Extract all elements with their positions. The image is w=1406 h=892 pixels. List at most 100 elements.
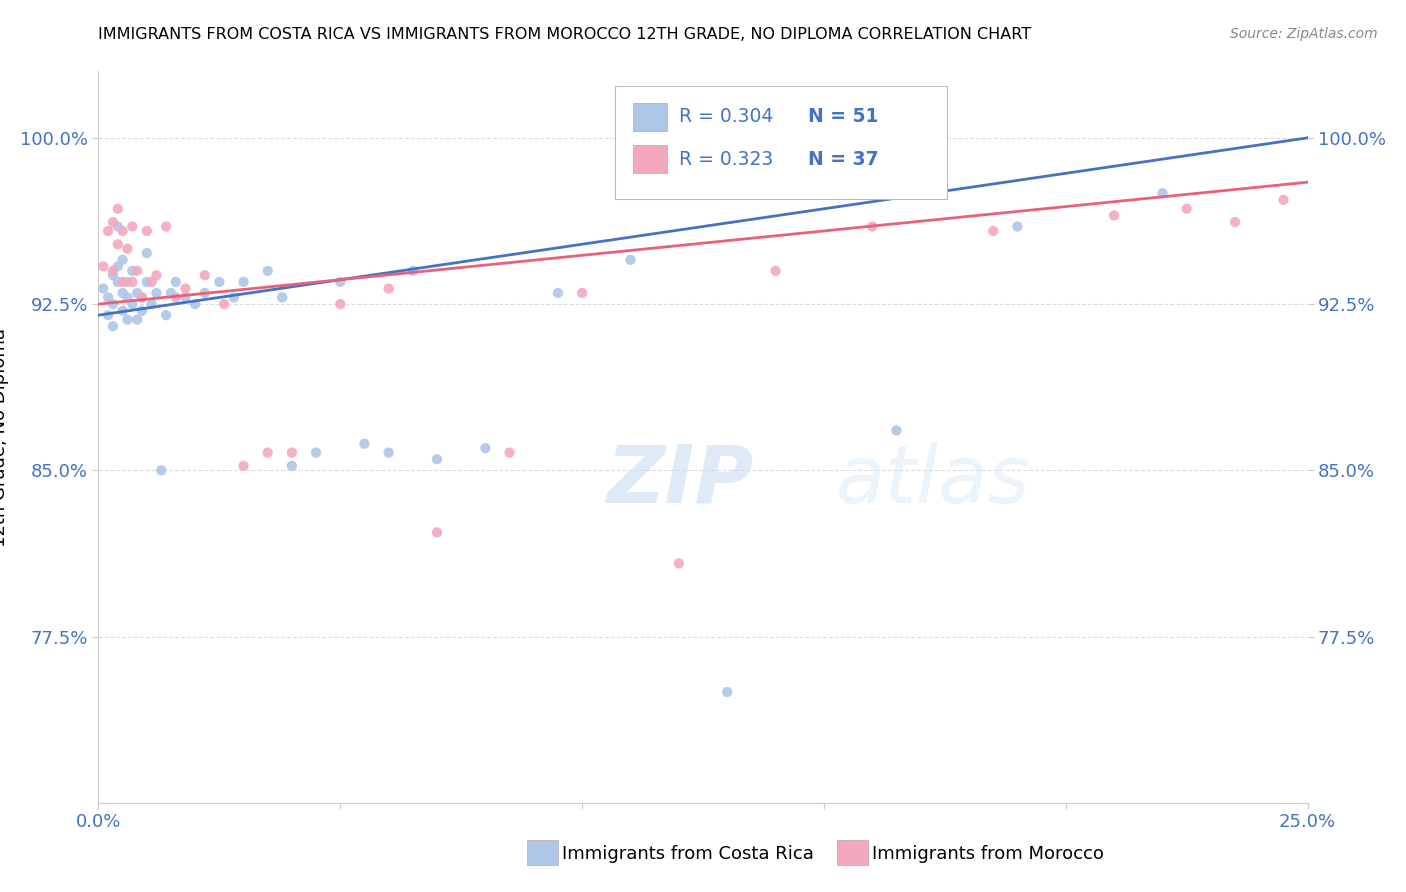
Point	[145, 285, 167, 300]
Point	[886, 424, 908, 438]
Point	[571, 285, 593, 300]
Point	[145, 268, 167, 283]
Point	[1223, 215, 1246, 229]
Point	[101, 268, 124, 283]
Point	[668, 557, 690, 571]
Text: N = 51: N = 51	[808, 107, 879, 126]
Point	[97, 290, 120, 304]
Point	[174, 290, 197, 304]
Point	[281, 445, 304, 459]
Point	[121, 219, 143, 234]
FancyBboxPatch shape	[614, 86, 948, 200]
Point	[232, 458, 254, 473]
Text: Source: ZipAtlas.com: Source: ZipAtlas.com	[1230, 27, 1378, 41]
Point	[111, 252, 134, 267]
Point	[271, 290, 294, 304]
Point	[353, 436, 375, 450]
Point	[141, 297, 163, 311]
Point	[155, 308, 177, 322]
Point	[1175, 202, 1198, 216]
Text: R = 0.323: R = 0.323	[679, 150, 773, 169]
Point	[101, 319, 124, 334]
Point	[131, 290, 153, 304]
Point	[117, 312, 139, 326]
FancyBboxPatch shape	[633, 103, 666, 130]
Point	[256, 445, 278, 459]
Point	[111, 275, 134, 289]
Point	[101, 264, 124, 278]
Point	[107, 202, 129, 216]
Point	[256, 264, 278, 278]
Point	[131, 290, 153, 304]
Text: N = 37: N = 37	[808, 150, 879, 169]
Point	[212, 297, 235, 311]
Point	[305, 445, 328, 459]
Point	[232, 275, 254, 289]
Point	[619, 252, 641, 267]
Point	[329, 297, 352, 311]
Point	[377, 445, 399, 459]
Point	[121, 264, 143, 278]
Point	[498, 445, 520, 459]
Point	[765, 264, 787, 278]
Point	[174, 282, 197, 296]
Point	[160, 285, 183, 300]
Point	[165, 275, 187, 289]
Text: ZIP: ZIP	[606, 442, 754, 520]
Point	[547, 285, 569, 300]
Point	[101, 215, 124, 229]
Point	[131, 303, 153, 318]
Point	[1102, 209, 1125, 223]
Point	[165, 290, 187, 304]
Point	[141, 275, 163, 289]
Point	[716, 685, 738, 699]
Point	[107, 219, 129, 234]
Point	[127, 285, 149, 300]
Point	[117, 290, 139, 304]
Point	[121, 275, 143, 289]
Point	[117, 275, 139, 289]
Point	[208, 275, 231, 289]
Text: atlas: atlas	[837, 442, 1031, 520]
Point	[426, 452, 449, 467]
Point	[474, 441, 496, 455]
Point	[426, 525, 449, 540]
FancyBboxPatch shape	[633, 145, 666, 173]
Point	[127, 264, 149, 278]
Point	[117, 242, 139, 256]
Point	[111, 224, 134, 238]
Point	[97, 224, 120, 238]
Point	[97, 308, 120, 322]
Point	[135, 224, 157, 238]
Text: Immigrants from Morocco: Immigrants from Morocco	[872, 845, 1104, 863]
Point	[1272, 193, 1295, 207]
Point	[111, 285, 134, 300]
Point	[150, 463, 173, 477]
Point	[127, 312, 149, 326]
Point	[194, 285, 217, 300]
Point	[91, 282, 114, 296]
Point	[121, 297, 143, 311]
Y-axis label: 12th Grade, No Diploma: 12th Grade, No Diploma	[0, 327, 8, 547]
Point	[135, 275, 157, 289]
Point	[1007, 219, 1029, 234]
Point	[377, 282, 399, 296]
Point	[1152, 186, 1174, 201]
Point	[402, 264, 425, 278]
Point	[281, 458, 304, 473]
Point	[860, 219, 883, 234]
Text: Immigrants from Costa Rica: Immigrants from Costa Rica	[562, 845, 814, 863]
Point	[107, 260, 129, 274]
Point	[111, 303, 134, 318]
Point	[107, 237, 129, 252]
Text: R = 0.304: R = 0.304	[679, 107, 773, 126]
Point	[135, 246, 157, 260]
Point	[222, 290, 245, 304]
Point	[101, 297, 124, 311]
Point	[184, 297, 207, 311]
Point	[91, 260, 114, 274]
Point	[329, 275, 352, 289]
Point	[155, 219, 177, 234]
Point	[107, 275, 129, 289]
Point	[194, 268, 217, 283]
